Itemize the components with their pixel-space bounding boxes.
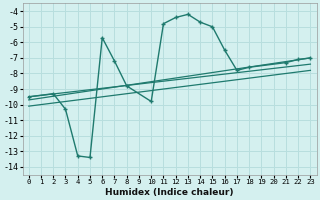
X-axis label: Humidex (Indice chaleur): Humidex (Indice chaleur) [105,188,234,197]
